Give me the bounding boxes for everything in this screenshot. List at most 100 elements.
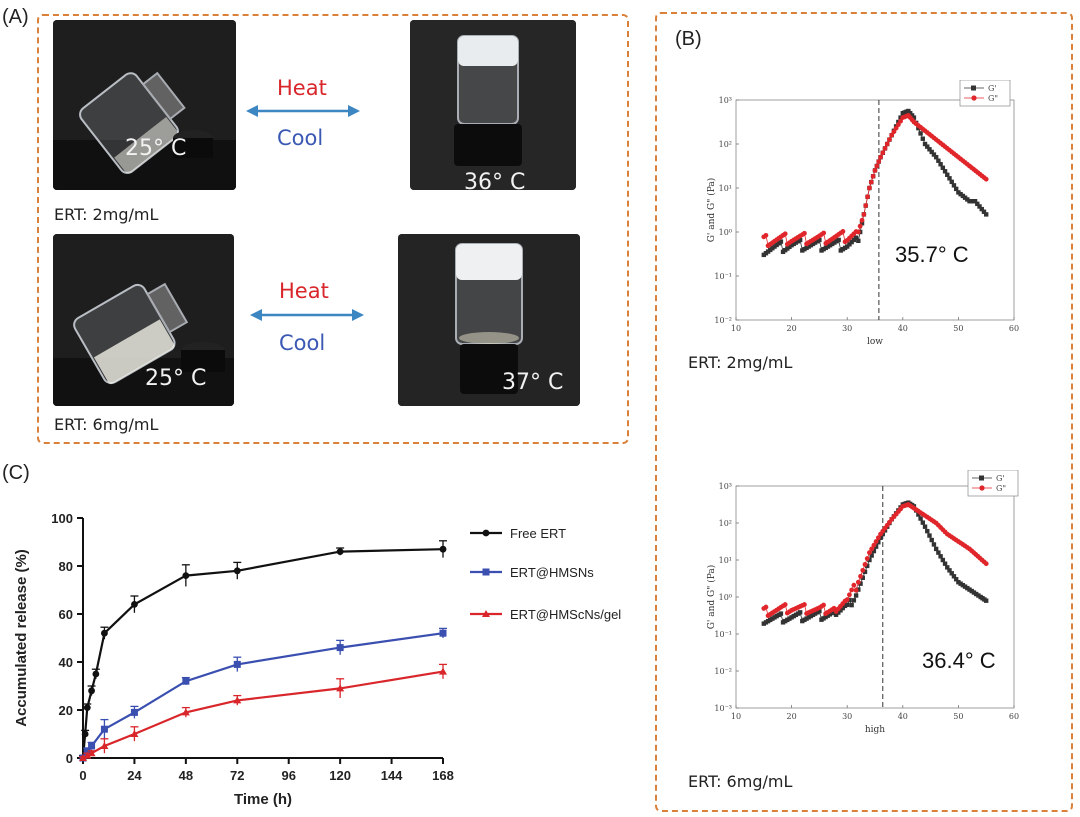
plot-frame (735, 485, 1015, 709)
panel-a-frame (37, 14, 629, 444)
legend-marker (971, 85, 976, 91)
rheo-point (967, 587, 972, 592)
temp-label-right-row1: 36° C (464, 170, 526, 190)
data-point (79, 754, 87, 761)
rheo-point (925, 528, 930, 534)
rheo-point (965, 585, 970, 591)
rheo-point (872, 168, 878, 173)
vial-tilted-illustration (53, 234, 234, 406)
data-point (439, 667, 447, 675)
rheo-point (936, 158, 941, 163)
rheo-point (778, 611, 784, 616)
rheo-point (849, 602, 854, 608)
x-tick-label: 30 (842, 712, 852, 721)
legend-label: ERT@HMSNs (510, 565, 594, 580)
data-point (439, 629, 447, 637)
y-axis-title: Accumulated release (%) (13, 549, 30, 727)
rheo-point (869, 553, 874, 558)
rheo-point (870, 173, 876, 179)
release-chart: 0 20 40 60 80 100 0 24 48 72 96 120 144 168 Time (h) Ac… (13, 511, 621, 808)
x-tick-label: 20 (787, 712, 797, 721)
data-point (336, 644, 344, 652)
y-tick-label: 10² (719, 140, 732, 149)
data-point (92, 670, 100, 678)
rheo-point (836, 610, 841, 615)
y-tick-label: 10⁻² (714, 667, 732, 676)
rheo-point (931, 152, 937, 157)
panel-c-letter: (C) (2, 462, 30, 484)
rheo-point (958, 581, 963, 586)
x-tick-label: 72 (230, 768, 244, 783)
rheo-point (853, 593, 859, 598)
rheo-point (929, 149, 934, 155)
rheo-point (933, 546, 939, 552)
rheo-point (876, 159, 882, 164)
rheo-point (983, 561, 989, 567)
rheology-chart-2mg: 10⁻² 10⁻¹ 10⁰ 10¹ 10² 10³ 10 20 30 40 50 60 low G' an… (706, 80, 1019, 347)
photo-vial-upright-37c-6mg: 37° C (398, 234, 580, 406)
rheo-point (911, 115, 917, 120)
rheo-point (844, 597, 850, 602)
rheo-point (858, 581, 863, 586)
y-tick-label: 10³ (719, 96, 732, 105)
rheo-point (867, 550, 872, 555)
data-point (233, 567, 241, 575)
rheo-point (862, 569, 868, 575)
panel-b-frame (655, 12, 1073, 812)
y-tick-label: 40 (59, 655, 73, 670)
data-point (182, 572, 190, 579)
double-arrow-icon-row2 (250, 309, 364, 321)
rheo-point (918, 131, 923, 136)
rheo-point (860, 575, 865, 580)
x-tick-label: 60 (1009, 324, 1019, 333)
x-axis-title: low (867, 337, 883, 347)
rheo-point (949, 179, 954, 185)
rheo-point (931, 542, 937, 547)
rheo-point (956, 190, 961, 195)
rheo-point (976, 593, 981, 598)
data-point (182, 677, 190, 685)
rheo-point (821, 230, 827, 236)
cool-label-row2: Cool (279, 331, 326, 355)
rheo-point (833, 612, 839, 617)
rheo-point (851, 237, 857, 243)
y-tick-label: 10² (719, 519, 732, 528)
y-tick-label: 10¹ (719, 556, 732, 565)
data-point (336, 548, 344, 555)
rheo-point (871, 542, 877, 548)
rheo-point (951, 183, 957, 188)
rheo-point (920, 520, 926, 525)
x-axis-title: Time (h) (234, 791, 292, 808)
rheo-point (895, 122, 901, 128)
legend-marker (482, 529, 490, 537)
y-tick-label: 20 (59, 703, 73, 718)
rheo-point (802, 230, 807, 236)
rheo-point (874, 163, 880, 169)
vial-upright-illustration (410, 20, 576, 190)
rheo-point (942, 169, 948, 174)
rheo-point (878, 154, 883, 160)
x-tick-label: 48 (179, 768, 193, 783)
rheo-point (938, 162, 943, 167)
rheo-point (962, 584, 968, 589)
rheo-point (956, 580, 961, 585)
rheo-point (867, 557, 872, 563)
legend-marker (971, 95, 977, 101)
rheo-point (891, 129, 897, 135)
rheo-point (797, 237, 803, 243)
rheo-point (940, 165, 946, 170)
rheo-point (763, 604, 769, 610)
rheo-point (887, 137, 892, 142)
rheo-point (958, 191, 963, 197)
legend-label: G' (988, 84, 997, 93)
photo-vial-upright-36c-2mg: 36° C (410, 20, 576, 190)
y-tick-label: 10⁻¹ (714, 630, 732, 639)
x-tick-label: 40 (898, 712, 908, 721)
rheo-point (940, 557, 946, 563)
panel-a-letter: (A) (2, 6, 29, 28)
rheo-point (778, 239, 784, 244)
legend-label: G" (996, 484, 1006, 493)
rheo-point (838, 608, 843, 613)
x-tick-label: 168 (432, 768, 454, 783)
rheo-point (821, 602, 826, 608)
